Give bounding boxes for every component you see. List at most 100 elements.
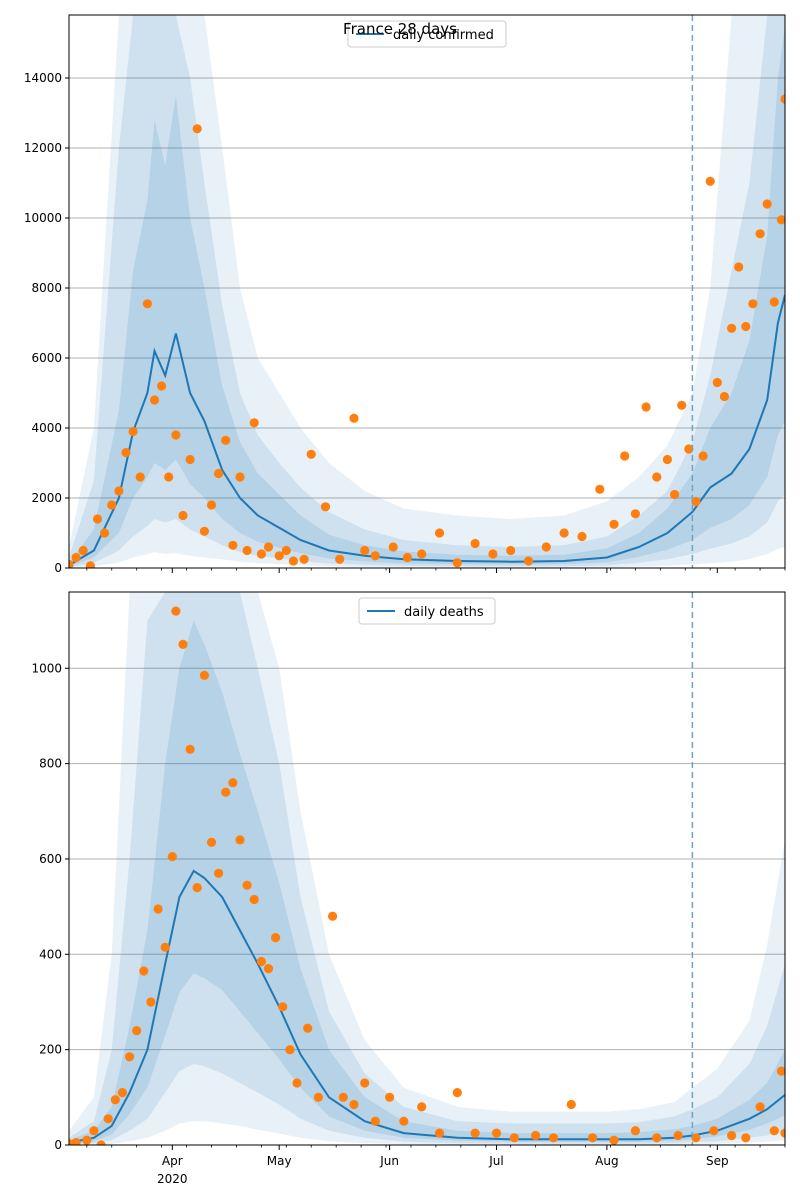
observed-point	[149, 395, 160, 405]
observed-point	[662, 454, 673, 465]
observed-point	[741, 1133, 751, 1143]
observed-point	[523, 556, 534, 566]
observed-point	[235, 835, 245, 845]
observed-point	[288, 556, 298, 566]
observed-point	[185, 744, 195, 754]
legend-label: daily confirmed	[393, 28, 494, 43]
uncertainty-band-mid	[69, 592, 785, 1145]
observed-point	[278, 1002, 288, 1012]
observed-point	[221, 435, 231, 445]
observed-point	[641, 402, 651, 412]
observed-point	[132, 1026, 142, 1036]
observed-point	[142, 299, 152, 309]
observed-point	[776, 215, 785, 225]
legend: daily confirmed	[347, 20, 507, 48]
observed-point	[303, 1023, 313, 1033]
y-tick-label: 8000	[31, 281, 62, 295]
observed-point	[214, 868, 224, 878]
observed-point	[727, 323, 737, 333]
observed-point	[588, 1133, 598, 1143]
observed-point	[652, 1133, 662, 1143]
observed-point	[769, 297, 779, 307]
legend-box	[347, 20, 507, 48]
observed-point	[249, 418, 259, 428]
y-tick-label: 2000	[31, 491, 62, 505]
observed-point	[349, 413, 359, 423]
observed-point	[577, 531, 587, 542]
model-line	[69, 869, 785, 1144]
y-tick-label: 12000	[24, 141, 62, 155]
observed-point	[167, 852, 177, 862]
y-tick-label: 10000	[24, 211, 62, 225]
x-tick-label: May	[267, 1154, 292, 1168]
observed-point	[178, 639, 188, 650]
observed-point	[417, 549, 427, 559]
observed-point	[214, 468, 224, 479]
x-tick-label: Aug	[595, 1154, 618, 1168]
observed-point	[719, 391, 730, 402]
observed-point	[281, 545, 291, 556]
observed-point	[402, 552, 412, 563]
observed-point	[370, 551, 380, 561]
observed-point	[559, 528, 569, 538]
observed-point	[160, 942, 170, 952]
observed-point	[221, 787, 231, 797]
observed-point	[609, 1135, 619, 1145]
model-line	[69, 294, 785, 567]
observed-point	[509, 1133, 519, 1143]
uncertainty-band-mid	[69, 15, 785, 568]
plot-area	[69, 592, 785, 1145]
observed-point	[417, 1102, 427, 1112]
y-tick-label: 14000	[24, 71, 62, 85]
observed-point	[335, 554, 345, 564]
observed-point	[360, 545, 370, 556]
y-tick-label: 600	[39, 852, 62, 866]
observed-point	[338, 1092, 348, 1102]
y-tick-label: 1000	[31, 661, 62, 675]
observed-point	[755, 229, 765, 239]
observed-point	[541, 542, 551, 552]
observed-point	[609, 519, 619, 529]
observed-point	[677, 400, 687, 410]
observed-point	[595, 484, 605, 494]
observed-point	[734, 262, 744, 272]
observed-point	[89, 1126, 99, 1136]
observed-point	[228, 540, 238, 550]
observed-point	[185, 454, 195, 465]
observed-point	[71, 552, 81, 563]
observed-point	[698, 451, 708, 461]
observed-point	[306, 449, 316, 459]
observed-point	[178, 510, 188, 521]
observed-point	[256, 956, 266, 967]
observed-point	[249, 894, 259, 905]
observed-point	[235, 472, 245, 482]
observed-point	[117, 1088, 127, 1098]
uncertainty-band-outer	[69, 15, 785, 568]
observed-point	[256, 549, 266, 559]
observed-point	[100, 528, 110, 538]
observed-point	[299, 554, 309, 564]
y-tick-label: 0	[54, 1138, 62, 1152]
observed-point	[69, 559, 74, 568]
plot-area	[69, 15, 785, 568]
observed-point	[385, 1092, 395, 1102]
observed-point	[92, 514, 103, 524]
observed-point	[228, 778, 238, 788]
observed-point	[727, 1130, 737, 1141]
y-tick-label: 0	[54, 561, 62, 575]
observed-point	[107, 500, 117, 510]
observed-point	[748, 299, 758, 309]
observed-point	[620, 451, 630, 461]
legend: daily deaths	[358, 597, 496, 625]
observed-point	[630, 1126, 641, 1136]
observed-point	[171, 430, 181, 440]
observed-point	[125, 1052, 135, 1062]
observed-point	[82, 1135, 92, 1145]
observed-point	[328, 911, 338, 921]
observed-point	[470, 538, 480, 549]
x-tick-label: Sep	[706, 1154, 729, 1168]
observed-point	[780, 1128, 785, 1138]
observed-point	[506, 545, 516, 556]
